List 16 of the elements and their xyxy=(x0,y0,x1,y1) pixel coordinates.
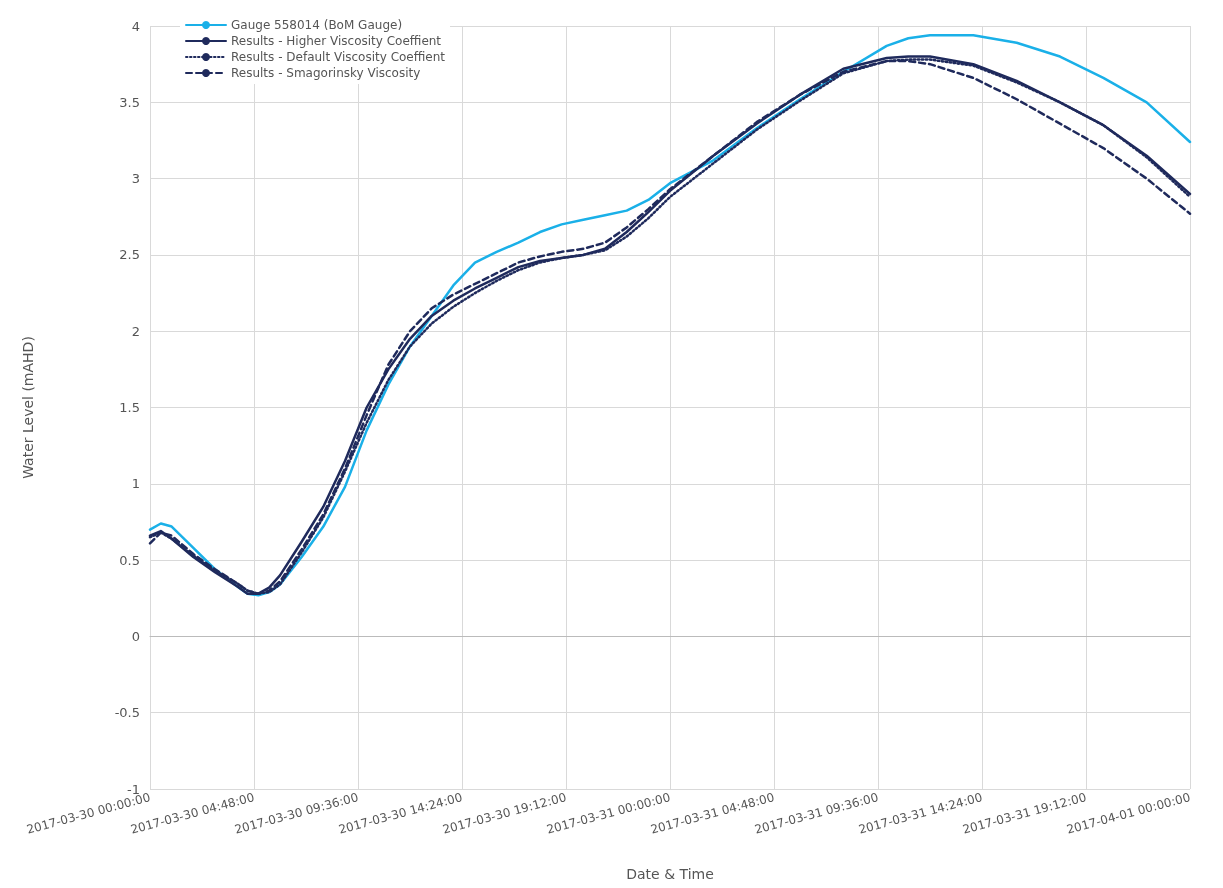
y-tick-label: 1 xyxy=(131,476,140,492)
y-tick-label: -0.5 xyxy=(114,705,140,721)
legend-label: Results - Higher Viscosity Coeffient xyxy=(231,34,442,48)
y-tick-label: 4 xyxy=(131,18,140,34)
y-tick-label: 3.5 xyxy=(119,94,140,110)
y-tick-label: 0.5 xyxy=(119,552,140,568)
y-tick-label: 1.5 xyxy=(119,400,140,415)
legend-label: Results - Default Viscosity Coeffient xyxy=(231,50,446,64)
y-tick-label: 2 xyxy=(131,323,140,339)
y-tick-label: 2.5 xyxy=(119,247,140,263)
x-axis-title: Date & Time xyxy=(626,866,714,882)
legend-label: Gauge 558014 (BoM Gauge) xyxy=(231,18,403,32)
y-tick-label: 3 xyxy=(131,171,140,187)
legend-label: Results - Smagorinsky Viscosity xyxy=(231,66,421,80)
y-tick-label: 0 xyxy=(131,628,140,644)
y-axis-title: Water Level (mAHD) xyxy=(20,336,36,479)
